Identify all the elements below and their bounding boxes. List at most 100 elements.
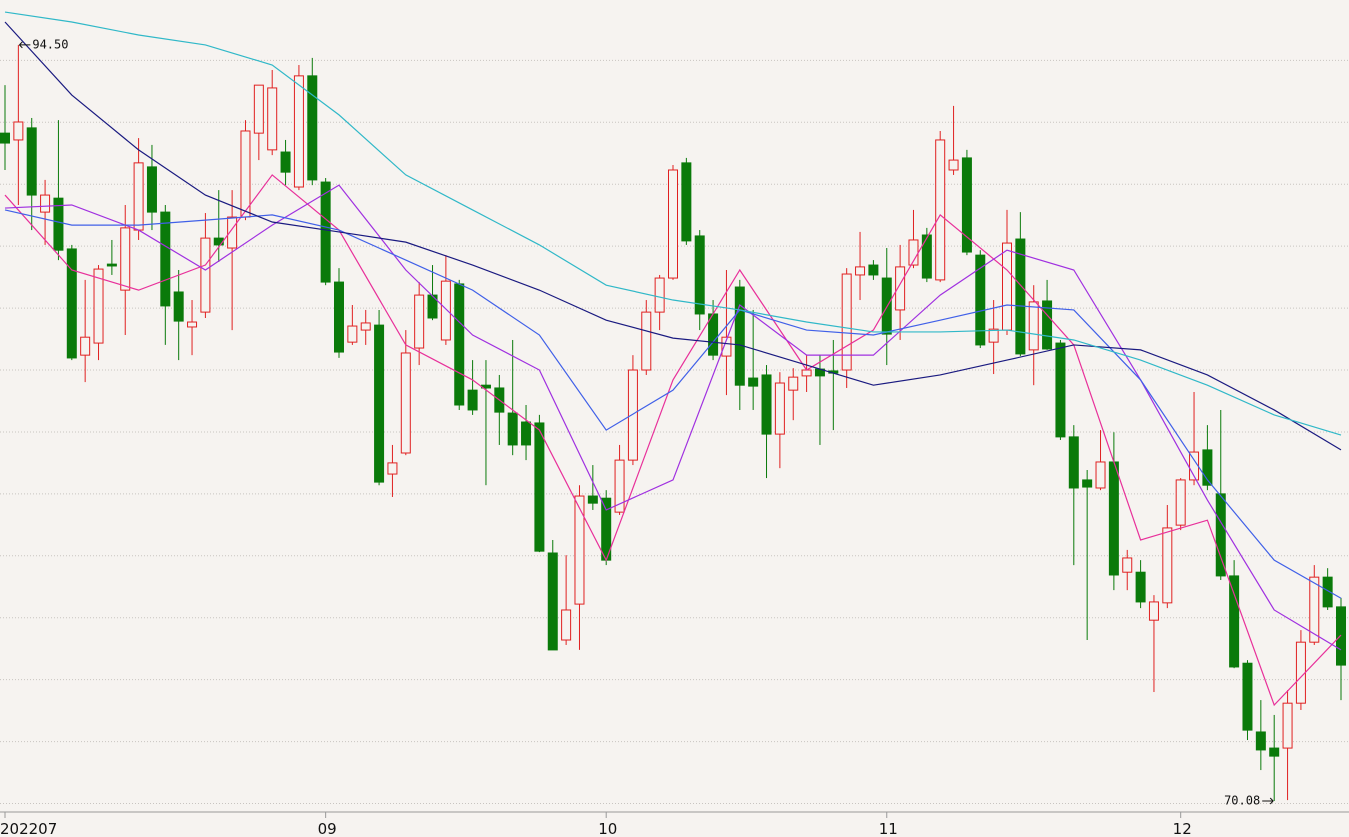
candle-down xyxy=(467,389,478,411)
candle-up xyxy=(574,495,585,605)
x-tick-label: 12 xyxy=(1173,820,1192,837)
candle-down xyxy=(521,421,532,446)
candle-down xyxy=(427,294,438,319)
candle-up xyxy=(400,352,411,454)
candle-down xyxy=(1229,575,1240,668)
candle-down xyxy=(507,412,518,446)
candle-up xyxy=(668,169,678,279)
annotation-arrow xyxy=(19,41,31,49)
candle-up xyxy=(721,336,732,357)
candle-up xyxy=(187,321,198,328)
candle-up xyxy=(200,237,211,313)
candle-down xyxy=(534,422,545,552)
candle-down xyxy=(106,263,117,267)
candle-down xyxy=(0,132,10,144)
candle-up xyxy=(120,227,131,291)
candle-up xyxy=(841,273,852,371)
candle-up xyxy=(240,130,251,218)
candle-down xyxy=(213,237,224,246)
candle-up xyxy=(1095,461,1106,489)
candle-down xyxy=(1322,576,1333,608)
candle-down xyxy=(761,374,772,435)
candle-down xyxy=(374,324,385,483)
candle-down xyxy=(320,181,331,283)
annotation-arrow xyxy=(1262,797,1274,805)
max-label: 94.50 xyxy=(32,37,68,51)
candle-up xyxy=(801,369,812,377)
candle-down xyxy=(53,197,64,251)
candle-down xyxy=(1135,571,1146,603)
candle-down xyxy=(1255,731,1266,751)
candle-up xyxy=(387,462,398,475)
candle-down xyxy=(681,162,692,242)
candle-down xyxy=(734,286,745,386)
candle-up xyxy=(614,459,625,513)
candle-down xyxy=(1108,461,1119,576)
moving-average-line xyxy=(4,11,1342,436)
candle-down xyxy=(146,166,157,213)
candle-up xyxy=(93,268,104,344)
candle-down xyxy=(975,254,986,346)
candle-down xyxy=(1068,436,1079,489)
candle-down xyxy=(26,127,37,196)
candle-down xyxy=(1336,606,1346,666)
candle-up xyxy=(935,139,946,281)
candle-down xyxy=(961,157,972,253)
x-tick-label: 09 xyxy=(318,820,337,837)
candle-down xyxy=(1269,747,1280,757)
candle-down xyxy=(748,377,759,387)
candle-up xyxy=(440,280,451,341)
min-label: 70.08 xyxy=(1224,794,1260,808)
candle-up xyxy=(347,325,358,343)
candle-down xyxy=(66,248,77,359)
candle-up xyxy=(1282,702,1293,749)
x-tick-label: 10 xyxy=(598,820,617,837)
candle-up xyxy=(627,369,638,461)
moving-average-line xyxy=(4,184,1342,651)
candle-down xyxy=(280,151,291,173)
candle-up xyxy=(774,382,785,435)
candle-up xyxy=(1175,479,1186,526)
x-tick-label: 202207 xyxy=(0,820,57,837)
candle-up xyxy=(267,87,278,151)
candle-down xyxy=(160,211,171,307)
candle-down xyxy=(547,552,558,651)
candle-up xyxy=(414,294,425,349)
x-tick-label: 11 xyxy=(879,820,898,837)
candle-down xyxy=(1082,479,1093,488)
candle-down xyxy=(1215,493,1226,577)
candle-down xyxy=(694,235,705,315)
candle-up xyxy=(40,194,51,213)
candle-up xyxy=(360,322,371,331)
candle-down xyxy=(1015,238,1026,355)
candles xyxy=(0,44,1346,802)
candle-up xyxy=(1295,641,1306,704)
candle-up xyxy=(788,376,799,391)
candle-up xyxy=(253,84,264,134)
candle-down xyxy=(334,281,344,353)
candle-up xyxy=(1309,576,1320,643)
candle-up xyxy=(654,277,665,313)
candle-down xyxy=(454,283,465,406)
candle-up xyxy=(561,609,572,641)
candle-down xyxy=(868,264,879,276)
candle-up xyxy=(895,266,906,311)
candle-up xyxy=(1028,301,1039,351)
candle-up xyxy=(13,121,24,141)
candle-up xyxy=(293,75,304,188)
candle-up xyxy=(1148,601,1159,621)
candle-down xyxy=(1202,449,1213,486)
candle-down xyxy=(307,75,318,181)
moving-average-line xyxy=(4,21,1342,451)
candle-up xyxy=(1002,242,1012,331)
candle-down xyxy=(1242,662,1253,731)
candle-down xyxy=(1055,342,1066,438)
candle-down xyxy=(1042,300,1053,350)
candle-up xyxy=(855,266,866,276)
candle-up xyxy=(641,311,652,371)
candle-up xyxy=(1162,527,1173,604)
candle-down xyxy=(587,495,598,504)
candle-down xyxy=(173,291,184,322)
